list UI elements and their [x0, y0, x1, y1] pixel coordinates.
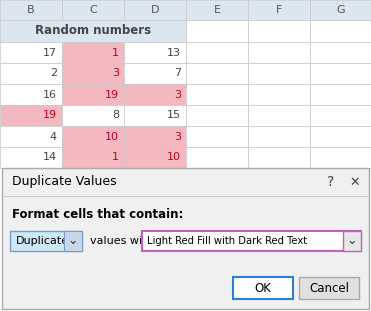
Bar — [310, 147, 371, 168]
Bar — [0, 126, 62, 147]
Bar — [62, 126, 124, 147]
Text: Cancel: Cancel — [309, 281, 349, 295]
Bar — [186, 126, 248, 147]
Bar — [0, 0, 62, 20]
Text: D: D — [151, 5, 159, 15]
Bar — [186, 0, 248, 20]
Text: ⌄: ⌄ — [347, 234, 357, 248]
Bar — [142, 231, 361, 251]
Bar — [0, 147, 62, 168]
Text: 1: 1 — [112, 152, 119, 163]
Text: C: C — [89, 5, 97, 15]
Text: 10: 10 — [105, 132, 119, 142]
Bar — [124, 0, 186, 20]
Bar — [248, 0, 310, 20]
Bar — [299, 277, 359, 299]
Text: 10: 10 — [167, 152, 181, 163]
Text: 15: 15 — [167, 110, 181, 120]
Bar — [62, 0, 124, 20]
Text: 13: 13 — [167, 48, 181, 58]
Text: 8: 8 — [112, 110, 119, 120]
Text: 7: 7 — [174, 68, 181, 78]
Text: Duplicate: Duplicate — [16, 236, 69, 246]
Bar — [62, 42, 124, 63]
Text: G: G — [336, 5, 345, 15]
Text: OK: OK — [255, 281, 272, 295]
Bar — [248, 126, 310, 147]
Bar — [124, 42, 186, 63]
Text: 2: 2 — [50, 68, 57, 78]
Bar — [186, 20, 248, 42]
Text: 3: 3 — [174, 132, 181, 142]
Bar — [62, 63, 124, 84]
Text: ⌄: ⌄ — [68, 234, 78, 248]
Text: 14: 14 — [43, 152, 57, 163]
Text: F: F — [276, 5, 282, 15]
Bar — [186, 63, 248, 84]
Bar — [186, 42, 248, 63]
Bar — [0, 63, 62, 84]
Bar — [0, 20, 186, 42]
Bar — [0, 84, 62, 105]
Bar — [310, 0, 371, 20]
Bar — [310, 42, 371, 63]
Bar — [10, 231, 82, 251]
Text: Format cells that contain:: Format cells that contain: — [12, 207, 183, 220]
Bar — [0, 105, 62, 126]
Text: 3: 3 — [112, 68, 119, 78]
Bar — [310, 126, 371, 147]
Text: E: E — [213, 5, 220, 15]
Text: 4: 4 — [50, 132, 57, 142]
Bar — [343, 231, 361, 251]
Bar — [186, 84, 248, 105]
Bar — [62, 105, 124, 126]
Text: 19: 19 — [105, 90, 119, 100]
Bar — [248, 42, 310, 63]
Text: Light Red Fill with Dark Red Text: Light Red Fill with Dark Red Text — [147, 236, 307, 246]
Bar — [62, 84, 124, 105]
Bar — [62, 147, 124, 168]
Bar — [248, 147, 310, 168]
Text: Random numbers: Random numbers — [35, 25, 151, 38]
Bar — [310, 105, 371, 126]
Bar — [248, 20, 310, 42]
Bar — [310, 63, 371, 84]
Text: values with: values with — [90, 236, 154, 246]
Bar — [233, 277, 293, 299]
Bar — [124, 126, 186, 147]
Text: 3: 3 — [174, 90, 181, 100]
Text: B: B — [27, 5, 35, 15]
Bar — [248, 63, 310, 84]
Bar — [124, 63, 186, 84]
Bar — [124, 147, 186, 168]
Bar — [124, 105, 186, 126]
Bar — [310, 20, 371, 42]
Text: 1: 1 — [112, 48, 119, 58]
Bar — [64, 231, 82, 251]
Bar — [186, 147, 248, 168]
Text: Duplicate Values: Duplicate Values — [12, 175, 116, 188]
Text: 16: 16 — [43, 90, 57, 100]
Bar — [310, 84, 371, 105]
Text: 17: 17 — [43, 48, 57, 58]
Bar — [248, 105, 310, 126]
Text: 19: 19 — [43, 110, 57, 120]
Text: ?: ? — [327, 175, 335, 189]
Bar — [124, 84, 186, 105]
Bar — [248, 84, 310, 105]
Bar — [0, 42, 62, 63]
Bar — [186, 105, 248, 126]
Text: ✕: ✕ — [350, 175, 360, 188]
Bar — [2, 168, 369, 309]
